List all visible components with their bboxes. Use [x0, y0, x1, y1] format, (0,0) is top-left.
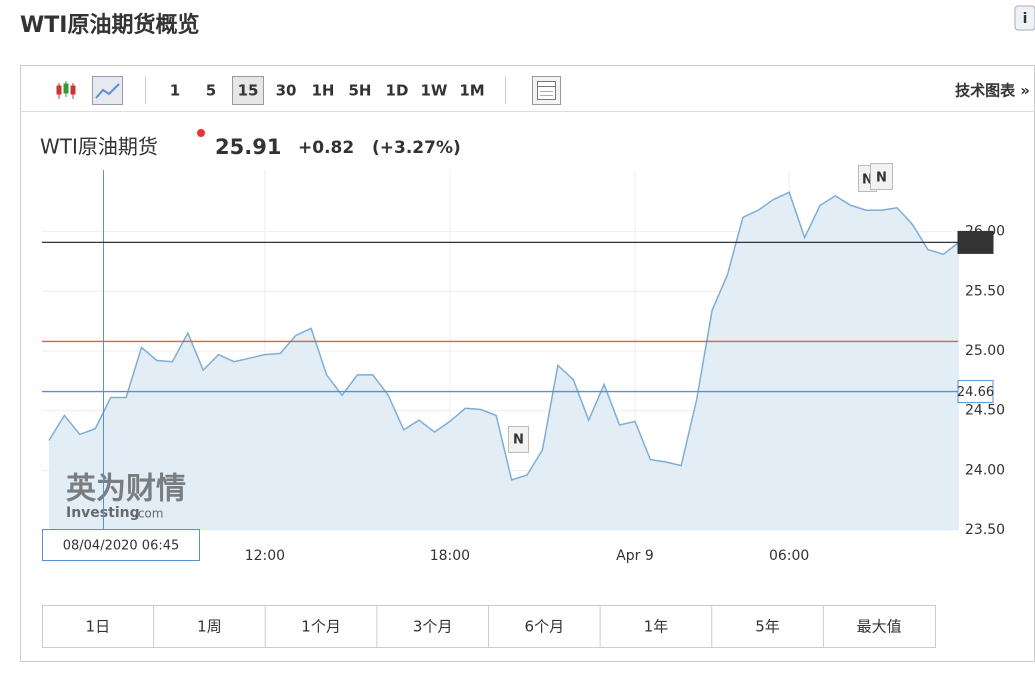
- interval-button[interactable]: 5: [206, 82, 216, 100]
- annotation-label: N: [876, 171, 887, 186]
- watermark: Investing: [66, 505, 140, 521]
- page-title: WTI原油期货概览: [20, 12, 199, 38]
- range-button[interactable]: 6个月: [525, 618, 565, 636]
- range-button[interactable]: 1年: [644, 618, 669, 636]
- range-button[interactable]: 5年: [755, 618, 780, 636]
- area: [49, 192, 959, 531]
- tech-chart-link[interactable]: 技术图表 »: [955, 82, 1030, 100]
- range-button[interactable]: 1周: [197, 618, 222, 636]
- annotation-flag[interactable]: N: [870, 163, 893, 190]
- range-button[interactable]: 最大值: [857, 618, 902, 636]
- interval-button[interactable]: 1D: [386, 82, 409, 100]
- interval-button[interactable]: 1M: [459, 82, 484, 100]
- info-icon[interactable]: i: [1014, 5, 1035, 31]
- interval-button[interactable]: 30: [276, 82, 297, 100]
- annotation-label: N: [513, 433, 524, 448]
- range-button[interactable]: 3个月: [413, 618, 453, 636]
- x-tick-label: 12:00: [245, 548, 285, 564]
- y-tick-label: 25.50: [965, 283, 1005, 299]
- y-tick-label: 24.00: [965, 462, 1005, 478]
- quote-change-pct: (+3.27%): [372, 138, 461, 158]
- y-tick-label: 23.50: [965, 522, 1005, 538]
- crosshair-box: [42, 529, 200, 561]
- interval-button[interactable]: 1: [170, 82, 180, 100]
- price-label: 24.66: [957, 385, 994, 400]
- x-tick-label: 18:00: [430, 548, 470, 564]
- interval-button[interactable]: 5H: [349, 82, 372, 100]
- price-label: 25.91: [957, 236, 994, 251]
- range-button[interactable]: 1日: [86, 618, 111, 636]
- quote-name: WTI原油期货: [40, 135, 158, 159]
- price-label-box: [957, 230, 994, 254]
- x-tick-label: 06:00: [769, 548, 809, 564]
- x-tick-label: Apr 9: [616, 548, 654, 564]
- line-icon[interactable]: [92, 76, 123, 105]
- range-button[interactable]: 1个月: [301, 618, 341, 636]
- interval-button[interactable]: 15: [238, 82, 259, 100]
- annotation-label: N: [862, 173, 873, 188]
- quote-price: 25.91: [215, 135, 281, 159]
- watermark: .com: [134, 507, 163, 521]
- quote-change: +0.82: [298, 138, 354, 158]
- plot: [42, 170, 960, 531]
- candle-icon[interactable]: [56, 81, 76, 99]
- interval-button[interactable]: 1H: [312, 82, 335, 100]
- y-tick-label: 25.00: [965, 343, 1005, 359]
- watermark: 英为财情: [66, 472, 186, 507]
- interval-button[interactable]: 1W: [421, 82, 448, 100]
- annotation-flag[interactable]: N: [508, 426, 529, 453]
- price-label-box: [957, 380, 994, 404]
- table-icon[interactable]: [532, 76, 561, 105]
- crosshair-label: 08/04/2020 06:45: [63, 539, 180, 554]
- live-dot: [197, 129, 205, 137]
- interval-selected: [232, 76, 264, 105]
- svg-text:i: i: [1023, 11, 1028, 27]
- price-line: [48, 191, 960, 481]
- y-tick-label: 24.50: [965, 403, 1005, 419]
